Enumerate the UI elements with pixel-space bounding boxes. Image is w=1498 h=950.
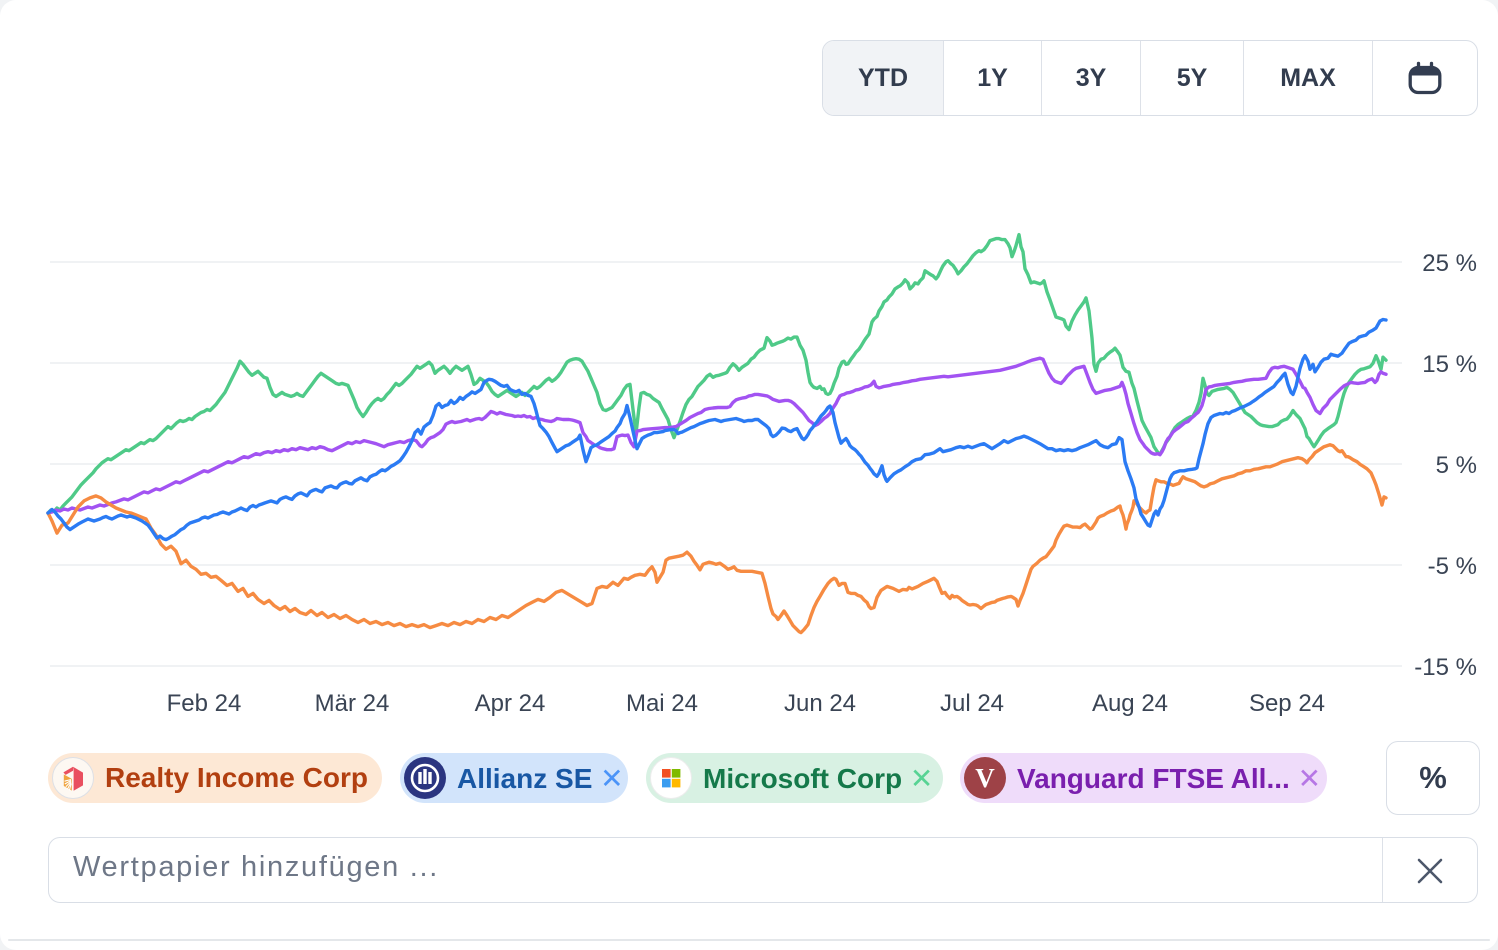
svg-text:V: V [975, 763, 995, 793]
